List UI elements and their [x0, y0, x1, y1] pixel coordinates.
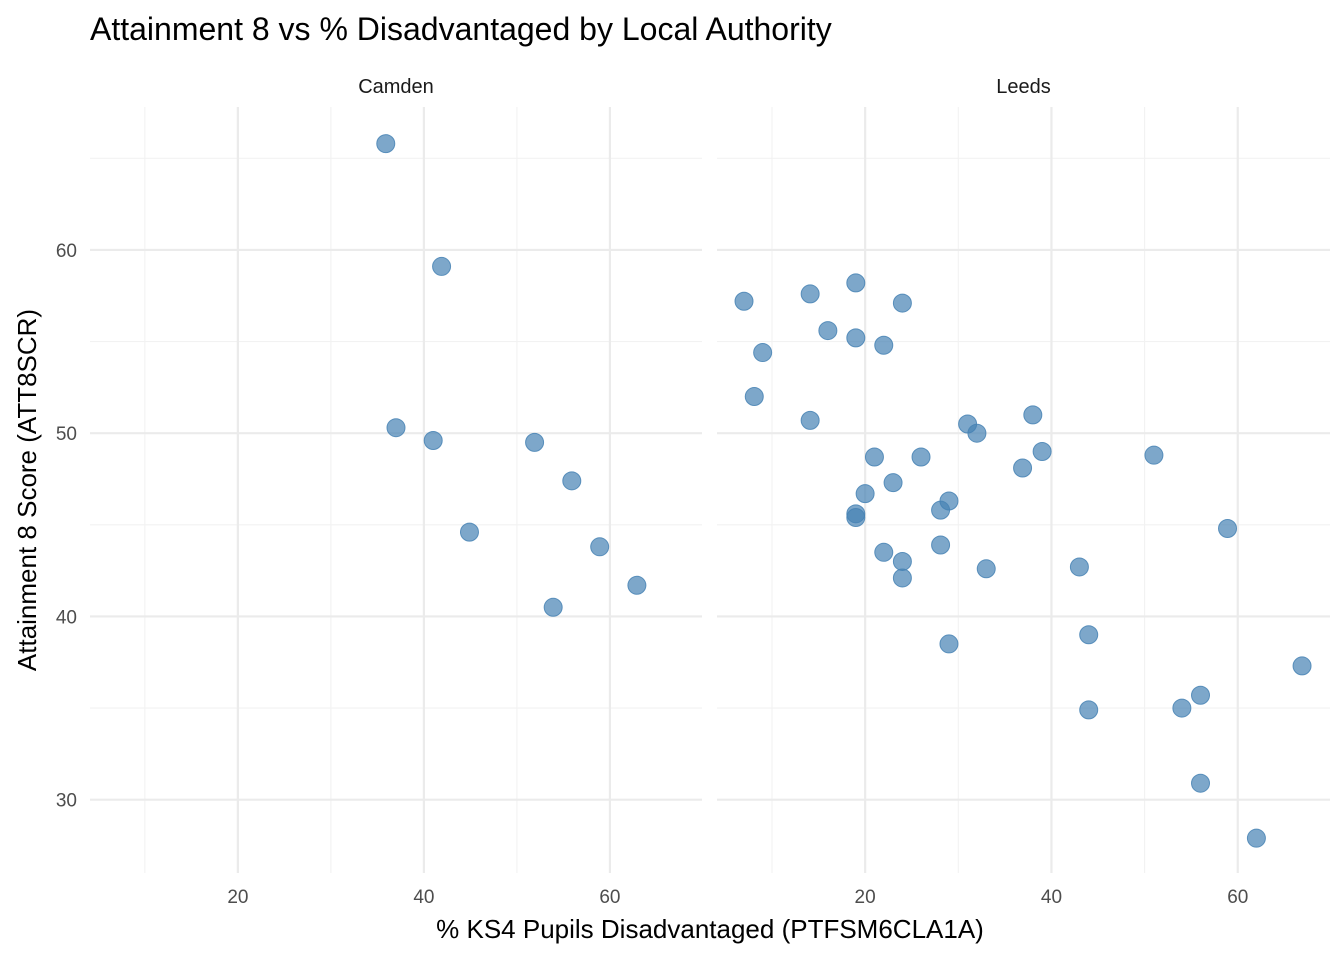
data-point-leeds	[800, 410, 820, 430]
data-point-camden	[562, 471, 582, 491]
x-tick-label: 40	[1041, 887, 1062, 908]
data-point-leeds	[874, 335, 894, 355]
data-point-leeds	[734, 291, 754, 311]
data-point-leeds	[939, 634, 959, 654]
points-camden	[376, 134, 647, 617]
data-point-leeds	[1144, 445, 1164, 465]
x-tick-labels-camden: 20 40 60	[227, 887, 620, 908]
data-point-camden	[432, 256, 452, 276]
data-point-leeds	[818, 321, 838, 341]
data-point-leeds	[1069, 557, 1089, 577]
data-point-leeds	[883, 473, 903, 493]
data-point-leeds	[1218, 518, 1238, 538]
data-point-leeds	[931, 500, 951, 520]
points-leeds	[734, 273, 1312, 848]
data-point-camden	[627, 575, 647, 595]
data-point-leeds	[874, 542, 894, 562]
x-tick-label: 20	[227, 887, 248, 908]
x-tick-label: 60	[1227, 887, 1248, 908]
data-point-camden	[525, 432, 545, 452]
x-tick-labels-leeds: 20 40 60	[855, 887, 1249, 908]
data-point-leeds	[753, 343, 773, 363]
data-point-leeds	[892, 568, 912, 588]
data-point-camden	[376, 134, 396, 154]
facet-strip-label-leeds: Leeds	[996, 76, 1051, 98]
data-point-leeds	[846, 507, 866, 527]
data-point-leeds	[1191, 685, 1211, 705]
data-point-leeds	[800, 284, 820, 304]
data-point-leeds	[1246, 828, 1266, 848]
x-tick-label: 20	[855, 887, 876, 908]
facet-panel-leeds: Leeds 20 40 60	[717, 76, 1330, 908]
data-point-leeds	[911, 447, 931, 467]
y-tick-label: 60	[56, 241, 77, 262]
data-point-leeds	[892, 551, 912, 571]
data-point-camden	[590, 537, 610, 557]
y-tick-label: 30	[56, 791, 77, 812]
data-point-leeds	[744, 387, 764, 407]
data-point-camden	[459, 522, 479, 542]
x-tick-label: 60	[599, 887, 620, 908]
data-point-leeds	[846, 273, 866, 293]
chart-title: Attainment 8 vs % Disadvantaged by Local…	[90, 11, 832, 47]
data-point-leeds	[892, 293, 912, 313]
gridlines-camden	[90, 107, 702, 873]
gridlines-leeds	[717, 107, 1330, 873]
data-point-leeds	[1023, 405, 1043, 425]
data-point-camden	[423, 431, 443, 451]
data-point-leeds	[1013, 458, 1033, 478]
y-tick-label: 40	[56, 607, 77, 628]
data-point-leeds	[1172, 698, 1192, 718]
data-point-leeds	[976, 559, 996, 579]
data-point-leeds	[864, 447, 884, 467]
data-point-leeds	[931, 535, 951, 555]
data-point-camden	[543, 597, 563, 617]
facet-panel-camden: Camden 20 40 60	[90, 76, 702, 908]
data-point-leeds	[1292, 656, 1312, 676]
facet-strip-label-camden: Camden	[358, 76, 434, 98]
data-point-leeds	[1032, 442, 1052, 462]
data-point-leeds	[1079, 625, 1099, 645]
x-axis-title: % KS4 Pupils Disadvantaged (PTFSM6CLA1A)	[436, 914, 984, 944]
x-tick-label: 40	[413, 887, 434, 908]
y-tick-label: 50	[56, 424, 77, 445]
data-point-leeds	[846, 328, 866, 348]
y-axis-title: Attainment 8 Score (ATT8SCR)	[12, 309, 42, 671]
y-tick-labels: 30 40 50 60	[56, 241, 77, 812]
data-point-leeds	[1079, 700, 1099, 720]
data-point-leeds	[855, 484, 875, 504]
data-point-leeds	[1191, 773, 1211, 793]
data-point-camden	[386, 418, 406, 438]
data-point-leeds	[967, 423, 987, 443]
